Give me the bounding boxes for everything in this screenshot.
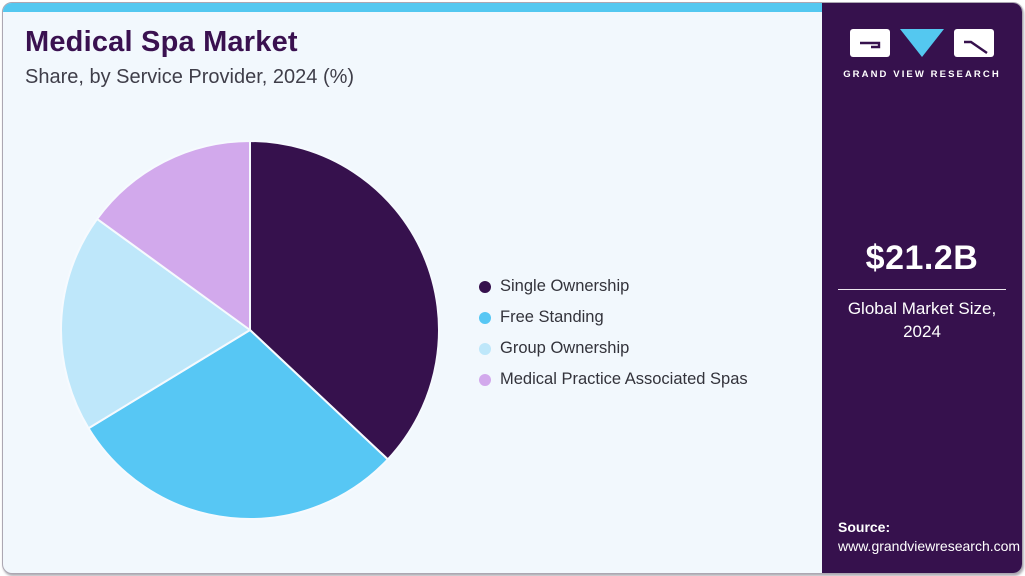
legend-label: Single Ownership <box>500 277 630 295</box>
market-size-caption-line2: 2024 <box>903 321 941 341</box>
pie-slice-2 <box>60 217 251 430</box>
divider-line <box>838 289 1006 290</box>
gvr-logo: GRAND VIEW RESEARCH <box>822 29 1022 80</box>
logo-g-glyph <box>860 41 881 49</box>
chart-legend: Single Ownership Free Standing Group Own… <box>479 271 748 395</box>
legend-item: Free Standing <box>479 302 748 333</box>
market-size-caption: Global Market Size, 2024 <box>822 298 1022 344</box>
source-label: Source: <box>838 519 891 536</box>
legend-label: Free Standing <box>500 308 604 326</box>
legend-label: Medical Practice Associated Spas <box>500 370 748 388</box>
legend-item: Single Ownership <box>479 271 748 302</box>
legend-marker-medical-practice <box>479 373 491 386</box>
header: Medical Spa Market Share, by Service Pro… <box>25 26 354 89</box>
legend-label: Group Ownership <box>500 339 630 357</box>
brand-name: GRAND VIEW RESEARCH <box>843 69 1001 80</box>
pie-chart-container <box>58 138 442 522</box>
pie-chart <box>60 140 440 520</box>
logo-r-glyph <box>964 40 988 54</box>
legend-item: Medical Practice Associated Spas <box>479 364 748 395</box>
source-url: www.grandviewresearch.com <box>838 538 1021 555</box>
market-size-value: $21.2B <box>865 239 979 277</box>
market-size-block: $21.2B Global Market Size, 2024 <box>822 239 1022 344</box>
top-accent-bar <box>3 3 823 12</box>
legend-marker-group-ownership <box>479 342 491 355</box>
logo-v-triangle <box>900 29 944 57</box>
source-block: Source: www.grandviewresearch.com <box>838 518 1020 556</box>
market-size-caption-line1: Global Market Size, <box>847 299 997 318</box>
pie-slice-1 <box>87 329 389 520</box>
page-subtitle: Share, by Service Provider, 2024 (%) <box>25 66 355 88</box>
legend-marker-single-ownership <box>479 280 491 293</box>
gvr-logo-icon <box>850 29 994 57</box>
page-title: Medical Spa Market <box>25 26 298 58</box>
pie-slice-3 <box>96 140 251 331</box>
legend-marker-free-standing <box>479 311 491 324</box>
pie-slice-0 <box>249 140 440 461</box>
legend-item: Group Ownership <box>479 333 748 364</box>
brand-side-panel: GRAND VIEW RESEARCH $21.2B Global Market… <box>822 3 1022 573</box>
